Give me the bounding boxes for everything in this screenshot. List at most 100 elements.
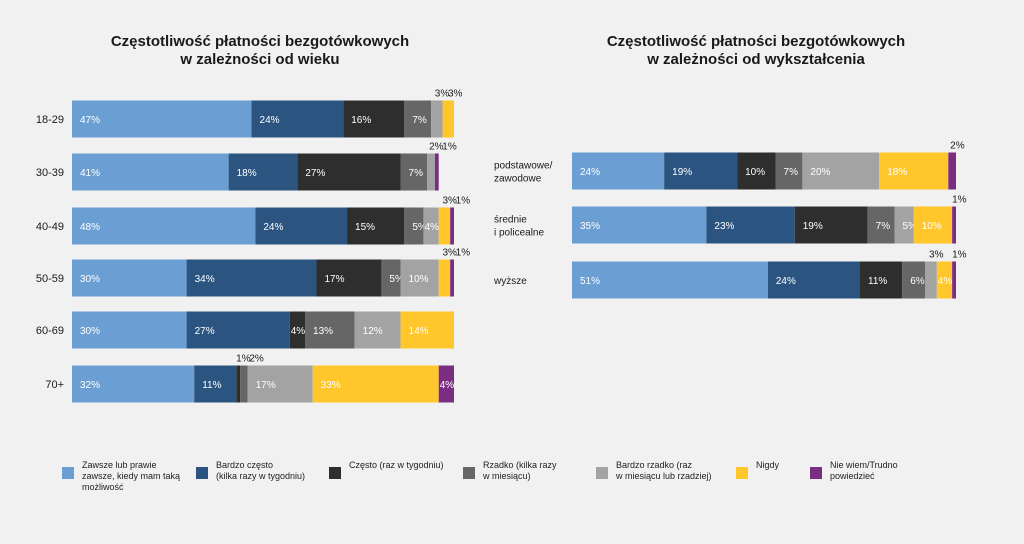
legend: Zawsze lub prawie zawsze, kiedy mam taką…	[0, 460, 1024, 520]
legend-label: Rzadko (kilka razy w miesiącu)	[483, 460, 557, 481]
legend-swatch	[810, 467, 822, 479]
data-label: 20%	[810, 167, 830, 178]
bar-segment	[948, 152, 956, 190]
chart-1: podstawowe/zawodowe 24% 19% 10% 7% 20% 18% 2% śr…	[493, 141, 967, 299]
bar-segment	[427, 153, 435, 191]
bar-segment	[72, 311, 187, 349]
data-label: 24%	[580, 167, 600, 178]
data-label: 13%	[313, 326, 333, 337]
bar-segment	[894, 206, 914, 244]
bar-segment	[255, 207, 348, 245]
bar-segment	[794, 206, 868, 244]
bar-segment	[305, 311, 355, 349]
data-label: 24%	[776, 276, 796, 287]
chart-0: 18-29 47% 24% 16% 7%3%3%30-39 41% 18% 27% 7%2%1%…	[36, 89, 470, 403]
bar-segment	[767, 261, 860, 299]
data-label: 33%	[321, 380, 341, 391]
legend-swatch	[463, 467, 475, 479]
bar-segment	[72, 207, 256, 245]
legend-item: Rzadko (kilka razy w miesiącu)	[463, 460, 557, 482]
data-label: 10%	[409, 274, 429, 285]
data-label: 10%	[745, 167, 765, 178]
bar-segment	[312, 365, 439, 403]
bar-segment	[251, 100, 344, 138]
bar-segment	[400, 153, 428, 191]
data-label: 3%	[442, 196, 457, 207]
data-label: 2%	[429, 142, 444, 153]
bar-segment	[737, 152, 776, 190]
data-label: 16%	[351, 115, 371, 126]
category-label: 18-29	[36, 114, 64, 126]
data-label: 23%	[714, 221, 734, 232]
data-label: 6%	[910, 276, 925, 287]
legend-label: Często (raz w tygodniu)	[349, 460, 444, 470]
charts-canvas: 18-29 47% 24% 16% 7%3%3%30-39 41% 18% 27% 7%2%1%…	[36, 89, 967, 403]
data-label: 48%	[80, 222, 100, 233]
bar-segment	[442, 100, 454, 138]
legend-item: Często (raz w tygodniu)	[329, 460, 444, 479]
data-label: 47%	[80, 115, 100, 126]
data-label: 1%	[236, 354, 251, 365]
bar-segment	[423, 207, 439, 245]
bar-segment	[802, 152, 880, 190]
category-label: 60-69	[36, 325, 64, 337]
data-label: 4%	[440, 380, 455, 391]
legend-item: Nigdy	[736, 460, 779, 479]
chart-title-age-line1: Częstotliwość płatności bezgotówkowych	[110, 33, 410, 50]
legend-swatch	[736, 467, 748, 479]
category-label: wyższe	[493, 276, 527, 287]
data-label: 30%	[80, 326, 100, 337]
bar-segment	[902, 261, 926, 299]
bar-segment	[194, 365, 237, 403]
data-label: 1%	[456, 196, 471, 207]
data-label: 19%	[803, 221, 823, 232]
legend-label: Nigdy	[756, 460, 780, 470]
data-label: 34%	[195, 274, 215, 285]
legend-swatch	[596, 467, 608, 479]
bar-segment	[400, 311, 454, 349]
chart-title-age: Częstotliwość płatności bezgotówkowych w…	[60, 33, 460, 69]
bar-segment	[240, 365, 248, 403]
category-label: średnie i policealne	[494, 215, 544, 239]
bar-segment	[572, 206, 707, 244]
data-label: 7%	[784, 167, 799, 178]
category-label: 70+	[45, 379, 64, 391]
bar-segment	[247, 365, 313, 403]
legend-item: Bardzo rzadko (raz w miesiącu lub rzadzi…	[596, 460, 712, 482]
legend-label: Zawsze lub prawie zawsze, kiedy mam taką…	[82, 460, 181, 492]
bar-segment	[72, 365, 195, 403]
data-label: 5%	[389, 274, 404, 285]
bar-segment	[347, 207, 405, 245]
bar-segment	[228, 153, 298, 191]
bar-segment	[952, 261, 956, 299]
category-label: 40-49	[36, 221, 64, 233]
bar-segment	[913, 206, 953, 244]
data-label: 1%	[442, 142, 457, 153]
chart-title-age-line2: w zależności od wieku	[180, 51, 340, 68]
bar-segment	[186, 259, 317, 297]
chart-title-education-line1: Częstotliwość płatności bezgotówkowych	[606, 33, 906, 50]
data-label: 3%	[435, 89, 450, 100]
bar-segment	[72, 153, 229, 191]
data-label: 1%	[952, 250, 967, 261]
bar-segment	[434, 153, 439, 191]
data-label: 7%	[876, 221, 891, 232]
data-label: 12%	[363, 326, 383, 337]
bar-segment	[572, 261, 768, 299]
data-label: 3%	[929, 250, 944, 261]
bar-segment	[316, 259, 382, 297]
bar-segment	[400, 259, 439, 297]
legend-swatch	[196, 467, 208, 479]
data-label: 10%	[922, 221, 942, 232]
bar-segment	[438, 207, 451, 245]
data-label: 7%	[409, 168, 424, 179]
data-label: 5%	[412, 222, 427, 233]
bar-segment	[952, 206, 956, 244]
legend-item: Nie wiem/Trudno powiedzieć	[810, 460, 898, 482]
bar-segment	[664, 152, 738, 190]
data-label: 11%	[202, 380, 221, 391]
data-label: 1%	[456, 248, 471, 259]
data-label: 18%	[237, 168, 257, 179]
category-label: 50-59	[36, 273, 64, 285]
data-label: 4%	[424, 222, 439, 233]
